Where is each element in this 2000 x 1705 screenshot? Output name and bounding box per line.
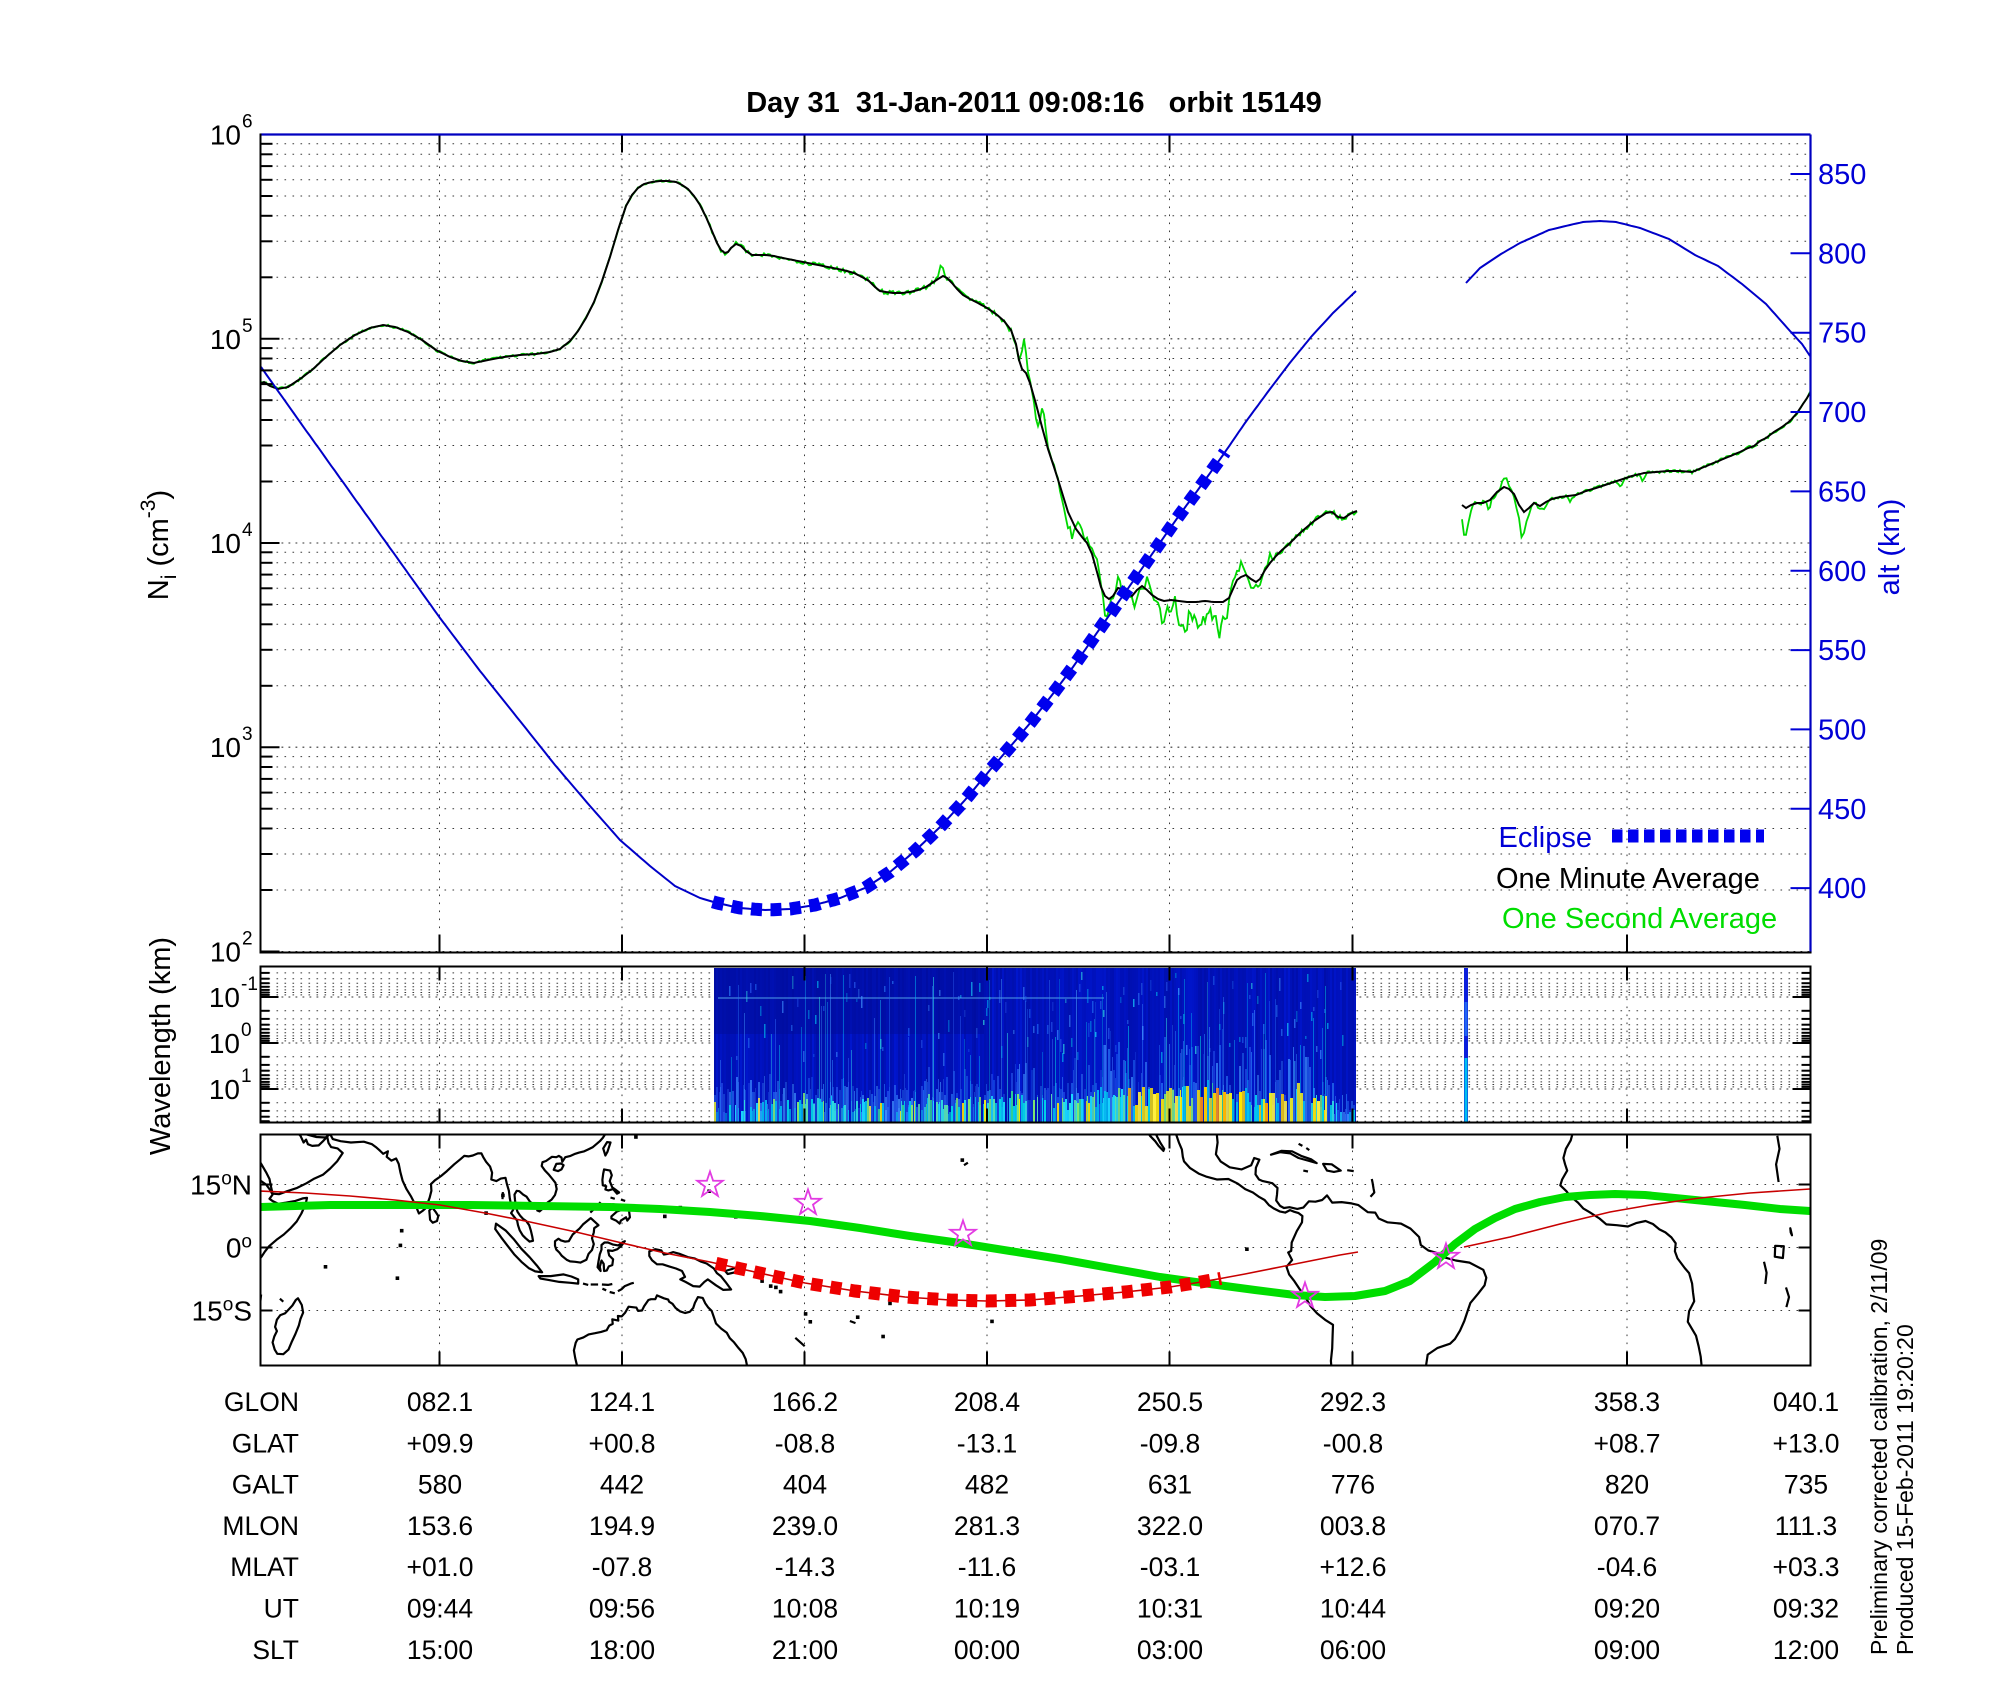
svg-text:-1: -1 [241,974,258,995]
svg-text:+09.9: +09.9 [406,1428,473,1458]
svg-text:400: 400 [1818,873,1866,905]
svg-text:18:00: 18:00 [589,1635,655,1665]
svg-text:10: 10 [209,1028,240,1059]
svg-text:+13.0: +13.0 [1772,1428,1839,1458]
svg-text:166.2: 166.2 [772,1387,838,1417]
svg-text:Wavelength (km): Wavelength (km) [145,937,177,1155]
svg-text:10: 10 [210,324,241,355]
svg-text:820: 820 [1605,1470,1649,1500]
svg-text:09:00: 09:00 [1594,1635,1660,1665]
svg-text:10: 10 [210,937,241,968]
svg-text:442: 442 [600,1470,644,1500]
svg-text:10:19: 10:19 [954,1594,1020,1624]
svg-text:550: 550 [1818,635,1866,667]
svg-text:631: 631 [1148,1470,1192,1500]
svg-text:03:00: 03:00 [1137,1635,1203,1665]
svg-text:082.1: 082.1 [407,1387,473,1417]
svg-text:358.3: 358.3 [1594,1387,1660,1417]
svg-text:10: 10 [210,732,241,763]
svg-text:735: 735 [1784,1470,1828,1500]
svg-text:MLAT: MLAT [230,1552,299,1582]
svg-text:10: 10 [210,528,241,559]
svg-text:0: 0 [241,1020,252,1041]
svg-text:-04.6: -04.6 [1597,1552,1657,1582]
svg-text:One Second Average: One Second Average [1502,903,1777,935]
svg-text:-08.8: -08.8 [775,1428,835,1458]
svg-text:6: 6 [242,112,253,133]
svg-text:111.3: 111.3 [1775,1511,1837,1541]
svg-text:09:20: 09:20 [1594,1594,1660,1624]
svg-text:09:44: 09:44 [407,1594,473,1624]
svg-text:750: 750 [1818,318,1866,350]
svg-text:15oS: 15oS [192,1295,252,1327]
svg-text:404: 404 [783,1470,827,1500]
svg-text:450: 450 [1818,794,1866,826]
svg-text:Produced 15-Feb-2011 19:20:20: Produced 15-Feb-2011 19:20:20 [1892,1324,1918,1655]
svg-text:+08.7: +08.7 [1593,1428,1660,1458]
svg-text:239.0: 239.0 [772,1511,838,1541]
svg-text:12:00: 12:00 [1773,1635,1839,1665]
svg-text:040.1: 040.1 [1773,1387,1839,1417]
svg-text:+03.3: +03.3 [1772,1552,1839,1582]
svg-text:UT: UT [264,1594,299,1624]
svg-text:124.1: 124.1 [589,1387,655,1417]
svg-text:GALT: GALT [232,1470,299,1500]
svg-text:10: 10 [209,1074,240,1105]
svg-text:292.3: 292.3 [1320,1387,1386,1417]
svg-text:21:00: 21:00 [772,1635,838,1665]
svg-text:650: 650 [1818,476,1866,508]
svg-text:00:00: 00:00 [954,1635,1020,1665]
svg-text:-07.8: -07.8 [592,1552,652,1582]
svg-text:-14.3: -14.3 [775,1552,835,1582]
svg-text:003.8: 003.8 [1320,1511,1386,1541]
svg-text:Day 31 31-Jan-2011 09:08:16: Day 31 31-Jan-2011 09:08:16 orbit 15149 [746,87,1322,119]
svg-text:-11.6: -11.6 [958,1552,1016,1582]
svg-text:850: 850 [1818,159,1866,191]
svg-text:322.0: 322.0 [1137,1511,1203,1541]
svg-text:5: 5 [242,316,253,337]
svg-text:+12.6: +12.6 [1319,1552,1386,1582]
svg-text:GLAT: GLAT [232,1428,299,1458]
svg-text:10:44: 10:44 [1320,1594,1386,1624]
svg-text:+01.0: +01.0 [406,1552,473,1582]
svg-text:10: 10 [209,982,240,1013]
svg-text:800: 800 [1818,238,1866,270]
svg-text:153.6: 153.6 [407,1511,473,1541]
svg-text:GLON: GLON [224,1387,299,1417]
svg-text:06:00: 06:00 [1320,1635,1386,1665]
svg-text:3: 3 [242,724,253,745]
svg-text:-13.1: -13.1 [957,1428,1017,1458]
svg-text:250.5: 250.5 [1137,1387,1203,1417]
svg-text:10:31: 10:31 [1137,1594,1203,1624]
svg-text:500: 500 [1818,714,1866,746]
svg-text:281.3: 281.3 [954,1511,1020,1541]
svg-text:10:08: 10:08 [772,1594,838,1624]
svg-text:09:56: 09:56 [589,1594,655,1624]
svg-text:700: 700 [1818,397,1866,429]
svg-text:194.9: 194.9 [589,1511,655,1541]
svg-text:482: 482 [965,1470,1009,1500]
svg-text:600: 600 [1818,556,1866,588]
svg-text:One Minute Average: One Minute Average [1496,863,1760,895]
svg-text:15oN: 15oN [190,1169,252,1201]
svg-text:15:00: 15:00 [407,1635,473,1665]
svg-text:580: 580 [418,1470,462,1500]
svg-text:-00.8: -00.8 [1323,1428,1383,1458]
svg-text:+00.8: +00.8 [588,1428,655,1458]
svg-text:10: 10 [210,120,241,151]
svg-text:09:32: 09:32 [1773,1594,1839,1624]
svg-text:Eclipse: Eclipse [1499,822,1593,854]
svg-text:-09.8: -09.8 [1140,1428,1200,1458]
svg-text:776: 776 [1331,1470,1375,1500]
svg-text:-03.1: -03.1 [1140,1552,1200,1582]
svg-text:070.7: 070.7 [1594,1511,1660,1541]
svg-text:Preliminary corrected calibrat: Preliminary corrected calibration, 2/11/… [1866,1239,1892,1655]
svg-text:MLON: MLON [222,1511,299,1541]
svg-text:2: 2 [242,929,253,950]
svg-text:SLT: SLT [252,1635,299,1665]
svg-text:1: 1 [241,1066,252,1087]
svg-text:208.4: 208.4 [954,1387,1020,1417]
svg-text:alt (km): alt (km) [1874,499,1906,596]
svg-text:4: 4 [242,520,253,541]
